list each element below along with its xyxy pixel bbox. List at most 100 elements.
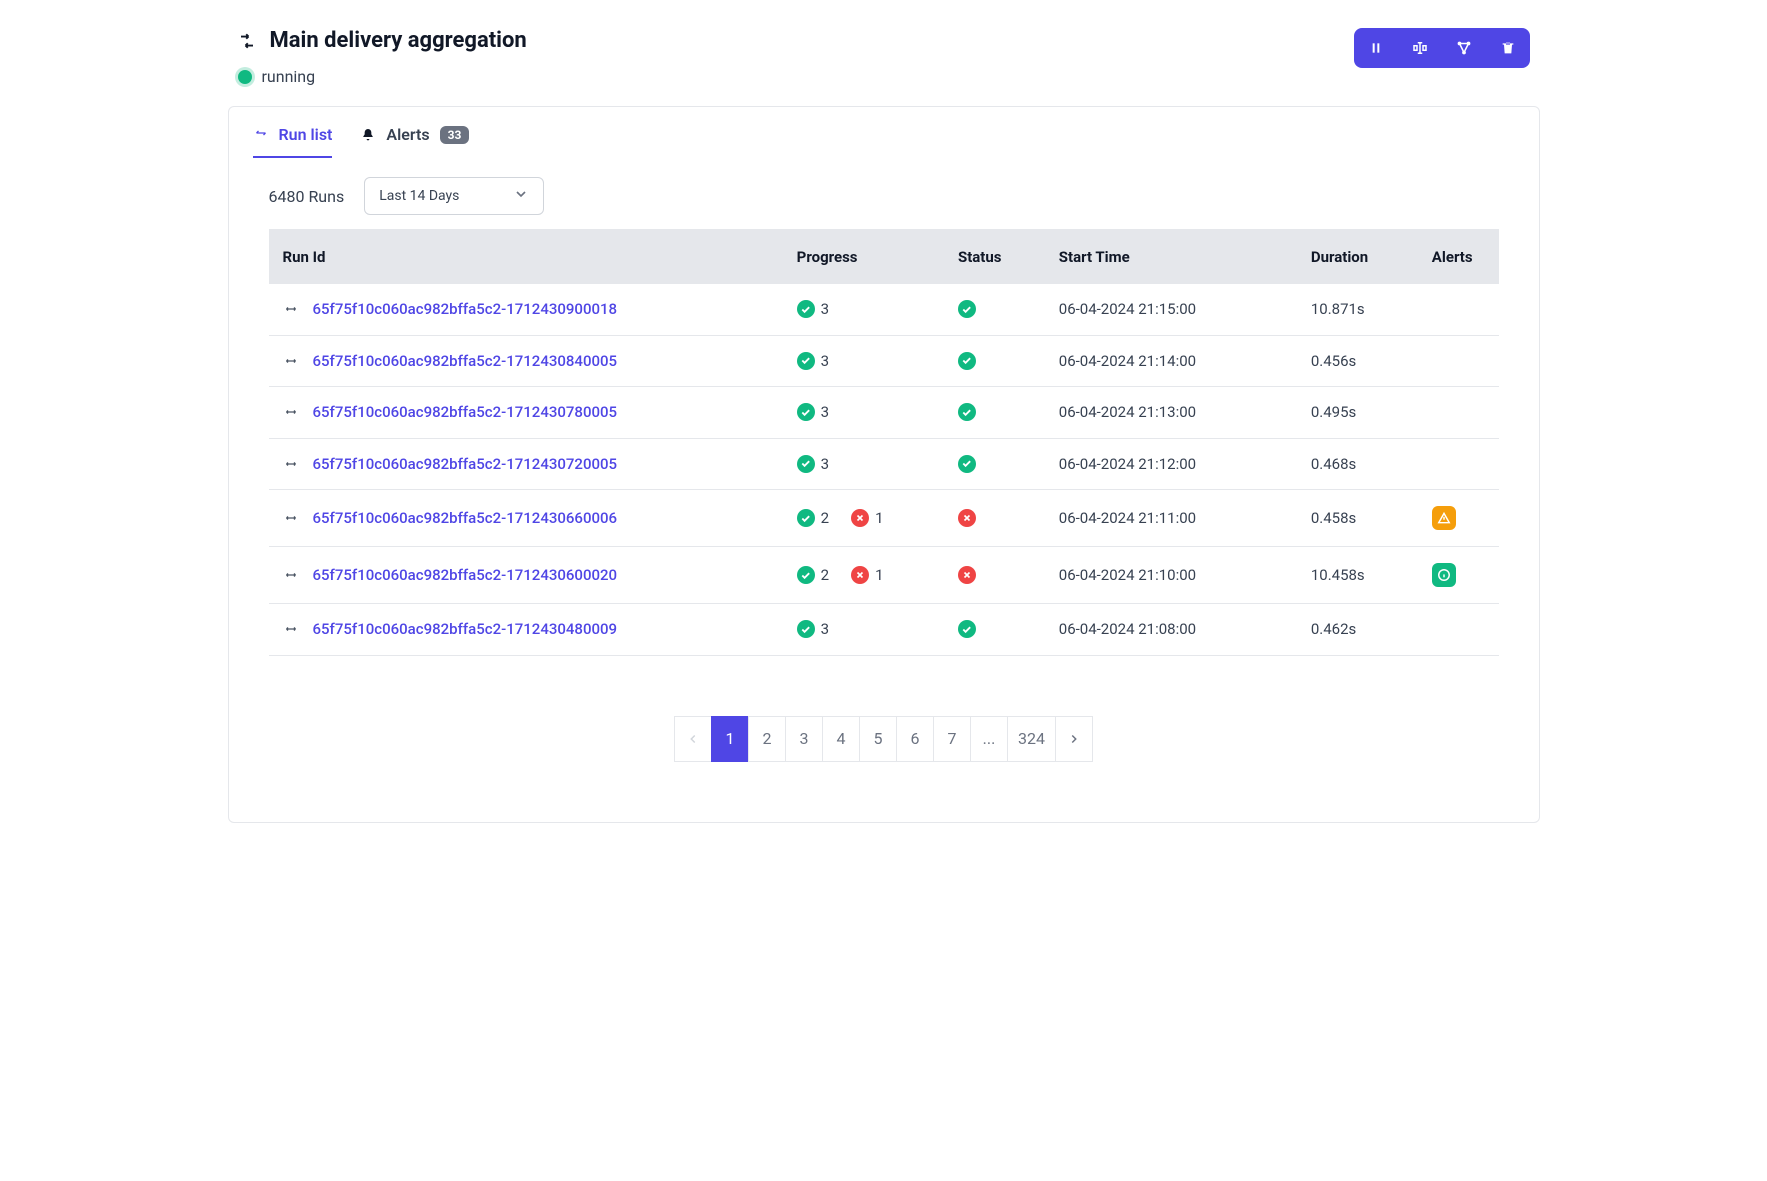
run-arrow-icon bbox=[283, 458, 299, 470]
check-circle-icon bbox=[797, 403, 815, 421]
page-6[interactable]: 6 bbox=[896, 716, 934, 762]
start-time: 06-04-2024 21:11:00 bbox=[1045, 490, 1297, 547]
graph-button[interactable] bbox=[1442, 28, 1486, 68]
run-id-link[interactable]: 65f75f10c060ac982bffa5c2-1712430480009 bbox=[313, 620, 618, 638]
table-row: 65f75f10c060ac982bffa5c2-1712430780005 3 0… bbox=[269, 387, 1499, 439]
progress-ok-count: 3 bbox=[821, 455, 829, 473]
progress-ok-count: 3 bbox=[821, 300, 829, 318]
run-id-link[interactable]: 65f75f10c060ac982bffa5c2-1712430780005 bbox=[313, 403, 618, 421]
col-alerts: Alerts bbox=[1418, 230, 1499, 284]
table-row: 65f75f10c060ac982bffa5c2-1712430840005 3 0… bbox=[269, 335, 1499, 387]
runlist-icon bbox=[253, 127, 269, 143]
run-id-link[interactable]: 65f75f10c060ac982bffa5c2-1712430900018 bbox=[313, 300, 618, 318]
date-range-value: Last 14 Days bbox=[379, 188, 459, 204]
status-dot-icon bbox=[238, 70, 252, 84]
status-ok-icon bbox=[958, 403, 976, 421]
duration: 0.456s bbox=[1297, 335, 1418, 387]
check-circle-icon bbox=[797, 352, 815, 370]
runs-table: Run Id Progress Status Start Time Durati… bbox=[269, 230, 1499, 656]
page-7[interactable]: 7 bbox=[933, 716, 971, 762]
delete-button[interactable] bbox=[1486, 28, 1530, 68]
progress-ok-count: 3 bbox=[821, 403, 829, 421]
col-progress: Progress bbox=[783, 230, 944, 284]
run-id-link[interactable]: 65f75f10c060ac982bffa5c2-1712430840005 bbox=[313, 352, 618, 370]
pagination: 1234567...324 bbox=[229, 686, 1539, 822]
main-card: Run list Alerts 33 6480 Runs Last 14 Day… bbox=[228, 106, 1540, 823]
page-324[interactable]: 324 bbox=[1007, 716, 1056, 762]
run-id-link[interactable]: 65f75f10c060ac982bffa5c2-1712430600020 bbox=[313, 566, 618, 584]
page-1[interactable]: 1 bbox=[711, 716, 749, 762]
alerts-icon bbox=[360, 127, 376, 143]
run-id-link[interactable]: 65f75f10c060ac982bffa5c2-1712430660006 bbox=[313, 509, 618, 527]
col-status: Status bbox=[944, 230, 1045, 284]
duration: 0.462s bbox=[1297, 604, 1418, 656]
tabs: Run list Alerts 33 bbox=[229, 107, 1539, 159]
start-time: 06-04-2024 21:10:00 bbox=[1045, 547, 1297, 604]
check-circle-icon bbox=[797, 620, 815, 638]
progress-ok-count: 3 bbox=[821, 352, 829, 370]
tab-alerts[interactable]: Alerts 33 bbox=[360, 125, 469, 158]
duration: 0.495s bbox=[1297, 387, 1418, 439]
page-ellipsis: ... bbox=[970, 716, 1008, 762]
tab-runlist[interactable]: Run list bbox=[253, 125, 333, 158]
check-circle-icon bbox=[797, 300, 815, 318]
start-time: 06-04-2024 21:13:00 bbox=[1045, 387, 1297, 439]
page-next[interactable] bbox=[1055, 716, 1093, 762]
alerts-count-badge: 33 bbox=[440, 126, 470, 144]
table-row: 65f75f10c060ac982bffa5c2-1712430720005 3 0… bbox=[269, 438, 1499, 490]
page-title: Main delivery aggregation bbox=[270, 28, 527, 53]
table-row: 65f75f10c060ac982bffa5c2-1712430900018 3 0… bbox=[269, 284, 1499, 335]
tab-runlist-label: Run list bbox=[279, 125, 333, 144]
col-start: Start Time bbox=[1045, 230, 1297, 284]
date-range-select[interactable]: Last 14 Days bbox=[364, 177, 544, 215]
x-circle-icon bbox=[851, 566, 869, 584]
status-ok-icon bbox=[958, 455, 976, 473]
duration: 10.871s bbox=[1297, 284, 1418, 335]
status-indicator: running bbox=[238, 67, 527, 86]
page-3[interactable]: 3 bbox=[785, 716, 823, 762]
run-arrow-icon bbox=[283, 303, 299, 315]
page-4[interactable]: 4 bbox=[822, 716, 860, 762]
chevron-down-icon bbox=[513, 186, 529, 206]
alert-info-badge[interactable] bbox=[1432, 563, 1456, 587]
duration: 0.468s bbox=[1297, 438, 1418, 490]
start-time: 06-04-2024 21:15:00 bbox=[1045, 284, 1297, 335]
runs-count: 6480 Runs bbox=[269, 187, 345, 206]
check-circle-icon bbox=[797, 455, 815, 473]
page-prev[interactable] bbox=[674, 716, 712, 762]
run-arrow-icon bbox=[283, 406, 299, 418]
table-row: 65f75f10c060ac982bffa5c2-1712430600020 2 1… bbox=[269, 547, 1499, 604]
rename-button[interactable] bbox=[1398, 28, 1442, 68]
filter-row: 6480 Runs Last 14 Days bbox=[229, 159, 1539, 229]
start-time: 06-04-2024 21:12:00 bbox=[1045, 438, 1297, 490]
page-header: Main delivery aggregation running bbox=[214, 28, 1554, 86]
table-row: 65f75f10c060ac982bffa5c2-1712430480009 3 0… bbox=[269, 604, 1499, 656]
start-time: 06-04-2024 21:08:00 bbox=[1045, 604, 1297, 656]
start-time: 06-04-2024 21:14:00 bbox=[1045, 335, 1297, 387]
run-arrow-icon bbox=[283, 512, 299, 524]
pause-button[interactable] bbox=[1354, 28, 1398, 68]
status-fail-icon bbox=[958, 509, 976, 527]
progress-fail-count: 1 bbox=[875, 566, 883, 584]
status-ok-icon bbox=[958, 620, 976, 638]
run-arrow-icon bbox=[283, 355, 299, 367]
tab-alerts-label: Alerts bbox=[386, 125, 429, 144]
action-toolbar bbox=[1354, 28, 1530, 68]
duration: 0.458s bbox=[1297, 490, 1418, 547]
status-ok-icon bbox=[958, 352, 976, 370]
progress-ok-count: 3 bbox=[821, 620, 829, 638]
page-2[interactable]: 2 bbox=[748, 716, 786, 762]
alert-warning-badge[interactable] bbox=[1432, 506, 1456, 530]
progress-ok-count: 2 bbox=[821, 566, 829, 584]
run-arrow-icon bbox=[283, 623, 299, 635]
check-circle-icon bbox=[797, 566, 815, 584]
col-duration: Duration bbox=[1297, 230, 1418, 284]
col-runid: Run Id bbox=[269, 230, 783, 284]
progress-ok-count: 2 bbox=[821, 509, 829, 527]
run-id-link[interactable]: 65f75f10c060ac982bffa5c2-1712430720005 bbox=[313, 455, 618, 473]
pipeline-icon bbox=[238, 32, 256, 50]
page-5[interactable]: 5 bbox=[859, 716, 897, 762]
check-circle-icon bbox=[797, 509, 815, 527]
status-ok-icon bbox=[958, 300, 976, 318]
x-circle-icon bbox=[851, 509, 869, 527]
